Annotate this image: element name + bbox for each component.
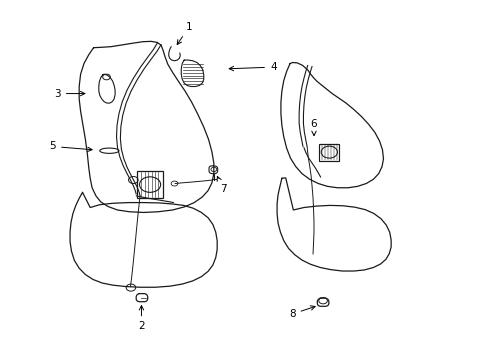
Text: 8: 8 xyxy=(288,306,314,319)
Text: 3: 3 xyxy=(54,89,85,99)
Text: 1: 1 xyxy=(177,22,192,45)
Text: 6: 6 xyxy=(310,118,317,136)
Text: 5: 5 xyxy=(49,141,92,152)
Bar xyxy=(137,171,163,198)
Text: 2: 2 xyxy=(138,306,144,332)
Bar xyxy=(319,144,339,161)
Text: 7: 7 xyxy=(217,176,226,194)
Text: 4: 4 xyxy=(229,62,276,72)
